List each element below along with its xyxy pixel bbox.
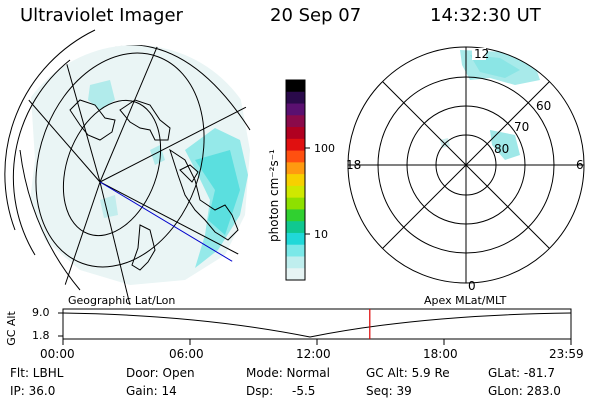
colorbar: 100 10 photon cm⁻²s⁻¹ (267, 79, 335, 281)
colorbar-cell (286, 91, 305, 105)
meridian-line (99, 181, 241, 256)
mlt-label-0: 0 (468, 279, 476, 293)
colorbar-cell (286, 268, 305, 281)
mlt-meridian (382, 81, 550, 249)
altitude-ytick-label: 9.0 (32, 306, 50, 319)
xtick-label: 18:00 (423, 347, 458, 361)
gc-alt-readout: GC Alt: 5.9 Re (366, 366, 450, 380)
dsp-label: Dsp: (246, 384, 274, 398)
ip-readout: IP: 36.0 (10, 384, 56, 398)
colorbar-cell (286, 127, 305, 140)
colorbar-cell (286, 209, 305, 222)
filter-readout: Flt: LBHL (10, 366, 64, 380)
meridian-line (19, 149, 81, 291)
aurora-region (490, 130, 520, 160)
date-label: 20 Sep 07 (270, 5, 362, 26)
meridian-line (19, 89, 101, 183)
xtick-label: 23:59 (549, 347, 584, 361)
altitude-plot-frame (62, 308, 572, 340)
meridian-line (59, 181, 101, 301)
coastline (179, 164, 199, 183)
colorbar-cell (286, 150, 305, 163)
seq-readout: Seq: 39 (366, 384, 412, 398)
glon-readout: GLon: 283.0 (488, 384, 561, 398)
latitude-circle (62, 99, 162, 237)
mlt-label-12: 12 (474, 47, 489, 61)
label-backing (472, 48, 486, 60)
colorbar-cell (286, 174, 305, 187)
altitude-ylabel: GC Alt (4, 311, 18, 346)
latitude-circle (35, 52, 205, 268)
xtick-label: 00:00 (40, 347, 75, 361)
instrument-title: Ultraviolet Imager (20, 5, 183, 26)
dsp-value: -5.5 (292, 384, 316, 398)
colorbar-unit-label: photon cm⁻²s⁻¹ (267, 149, 281, 242)
earth-limb (12, 59, 71, 256)
colorbar-tick-label: 100 (314, 142, 335, 155)
xtick-label: 12:00 (296, 347, 331, 361)
mlat-label-80: 80 (494, 142, 509, 156)
altitude-ytick-label: 1.8 (32, 329, 50, 342)
time-label: 14:32:30 UT (430, 5, 541, 26)
door-readout: Door: Open (126, 366, 195, 380)
altitude-ylabel-box: GC Alt (4, 311, 18, 347)
colorbar-cell (286, 103, 305, 116)
mlt-label-18: 18 (346, 158, 361, 172)
colorbar-frame (285, 79, 306, 281)
coastline (169, 148, 239, 241)
colorbar-cell (286, 197, 305, 211)
colorbar-tick-label: 10 (314, 228, 328, 241)
mode-readout: Mode: Normal (246, 366, 330, 380)
aurora-patch (150, 145, 165, 165)
colorbar-cell (286, 115, 305, 128)
right-panel-label: Apex MLat/MLT (424, 294, 507, 307)
coastline (119, 99, 171, 141)
aurora-core (195, 150, 240, 235)
meridian-line (99, 99, 261, 183)
mlat-label-70: 70 (514, 120, 529, 134)
altitude-curve (62, 312, 572, 338)
colorbar-cell (286, 138, 305, 152)
geographic-image (4, 29, 261, 305)
mlat-label-60: 60 (536, 99, 551, 113)
meridian-line (99, 181, 131, 305)
earth-limb (4, 29, 96, 231)
sun-direction-line (99, 181, 251, 273)
gain-readout: Gain: 14 (126, 384, 177, 398)
polar-plot: 12 18 6 0 60 70 80 (346, 46, 585, 293)
colorbar-cell (286, 232, 305, 246)
colorbar-cell (286, 185, 305, 199)
colorbar-cell (286, 221, 305, 234)
aurora-patch (88, 80, 115, 110)
meridian-line (99, 45, 161, 183)
colorbar-cell (286, 256, 305, 269)
colorbar-cell (286, 162, 305, 175)
colorbar-cell (286, 80, 305, 93)
mlt-label-6: 6 (576, 158, 584, 172)
coastline (69, 99, 116, 141)
aurora-region (470, 55, 520, 78)
colorbar-cell (286, 244, 305, 258)
altitude-plot (58, 308, 572, 345)
xtick-label: 06:00 (169, 347, 204, 361)
coastline (131, 224, 156, 271)
left-panel-label: Geographic Lat/Lon (68, 294, 176, 307)
glat-readout: GLat: -81.7 (488, 366, 555, 380)
